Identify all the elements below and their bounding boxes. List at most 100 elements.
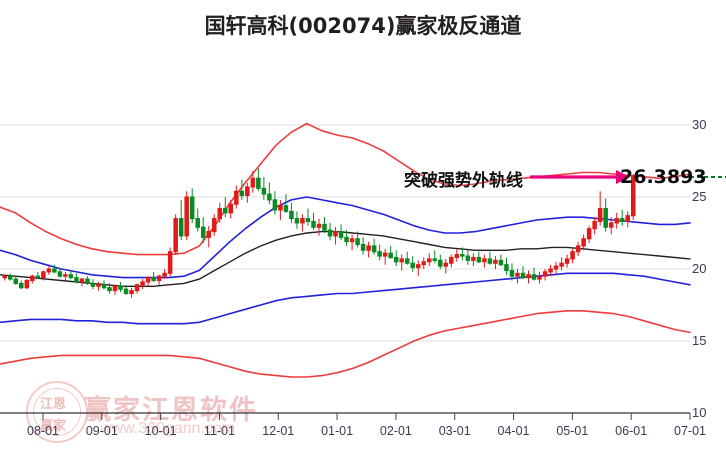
candle-body xyxy=(234,190,239,205)
candle-body xyxy=(245,186,250,197)
watermark-seal: 江恩 赢家 xyxy=(26,381,88,443)
channel-line-4 xyxy=(0,309,691,378)
candle-body xyxy=(85,278,90,284)
candle-body xyxy=(189,196,195,220)
x-axis-tick-label: 09-01 xyxy=(85,424,118,438)
candle-body xyxy=(498,259,504,266)
candle-body xyxy=(438,259,443,267)
candle-body xyxy=(504,264,509,271)
candle-body xyxy=(382,252,388,257)
candle-body xyxy=(107,287,112,292)
candle-body xyxy=(349,238,355,243)
x-axis-tick-label: 01-01 xyxy=(321,424,354,438)
candle-body xyxy=(195,218,200,228)
candle-body xyxy=(140,281,145,286)
candle-body xyxy=(460,254,465,257)
candle-body xyxy=(537,275,542,280)
candle-body xyxy=(123,288,129,295)
candle-body xyxy=(559,262,564,267)
candle-body xyxy=(531,274,537,280)
candle-body xyxy=(19,282,24,289)
candle-body xyxy=(63,274,68,277)
page-title: 国轩高科(002074)赢家极反通道 xyxy=(204,14,522,38)
breakout-annotation-label: 突破强势外轨线 xyxy=(404,171,523,191)
candle-body xyxy=(167,251,173,274)
candle-body xyxy=(217,207,223,220)
candle-body xyxy=(46,268,52,273)
candle-body xyxy=(449,256,454,264)
candle-body xyxy=(608,222,614,228)
candle-body xyxy=(360,243,366,251)
candle-body xyxy=(619,218,625,223)
candle-body xyxy=(316,223,322,228)
watermark-seal-bottom-text: 赢家 xyxy=(40,419,67,434)
candle-body xyxy=(311,220,316,228)
candle-body xyxy=(68,274,74,279)
candle-body xyxy=(482,258,487,263)
candle-body xyxy=(90,282,96,287)
candle-body xyxy=(41,271,46,279)
candle-body xyxy=(112,285,118,292)
candle-body xyxy=(173,218,178,253)
watermark-brand: 赢家江恩软件 xyxy=(84,395,258,426)
candle-body xyxy=(592,220,597,230)
x-axis-tick-label: 07-01 xyxy=(674,424,706,438)
candle-body xyxy=(223,207,228,214)
x-axis-tick-label: 04-01 xyxy=(497,424,530,438)
candle-body xyxy=(305,218,311,223)
candle-body xyxy=(272,199,278,211)
candle-body xyxy=(344,236,349,243)
candle-body xyxy=(575,245,581,253)
x-axis-tick-label: 08-01 xyxy=(27,424,59,438)
candle-body xyxy=(327,229,333,237)
candle-body xyxy=(520,272,526,279)
watermark-seal-inner-ring xyxy=(33,388,81,436)
x-axis-tick-label: 02-01 xyxy=(379,424,412,438)
candle-body xyxy=(13,278,19,284)
candle-body xyxy=(30,275,35,282)
candle-body xyxy=(283,205,289,212)
candle-body xyxy=(267,193,272,201)
y-axis-tick-label: 25 xyxy=(692,189,707,204)
candle-body xyxy=(454,254,460,259)
x-axis-tick-label: 12-01 xyxy=(262,424,295,438)
candle-body xyxy=(211,218,217,233)
candle-body xyxy=(134,284,140,292)
candle-body xyxy=(79,278,85,283)
candle-body xyxy=(35,275,41,279)
current-price-label: 26.3893 xyxy=(620,166,707,188)
candle-body xyxy=(476,256,482,263)
y-axis-tick-label: 15 xyxy=(692,333,707,348)
candle-body xyxy=(471,256,476,261)
candle-body xyxy=(355,238,360,246)
candle-body xyxy=(509,269,515,277)
candle-body xyxy=(603,207,608,228)
candle-body xyxy=(74,277,79,283)
candle-body xyxy=(388,252,393,259)
x-axis-tick-label: 05-01 xyxy=(556,424,589,438)
candle-body xyxy=(614,218,619,224)
candle-body xyxy=(206,231,211,238)
candle-body xyxy=(52,268,57,273)
candle-body xyxy=(101,284,107,289)
candle-body xyxy=(57,271,63,277)
candle-body xyxy=(178,218,184,237)
candle-body xyxy=(553,265,559,270)
candle-body xyxy=(515,272,520,277)
candle-body xyxy=(289,210,294,220)
candle-body xyxy=(151,277,156,282)
watermark-url: www.360gann.com xyxy=(100,420,236,437)
candle-body xyxy=(145,277,151,283)
candle-body xyxy=(443,262,449,267)
candle-body xyxy=(294,218,300,224)
candle-body xyxy=(256,177,261,189)
candle-body xyxy=(200,226,206,238)
candle-body xyxy=(278,205,283,211)
y-axis-tick-label: 30 xyxy=(692,117,707,132)
candle-body xyxy=(162,272,167,277)
candle-body xyxy=(597,207,603,223)
candle-body xyxy=(548,268,553,273)
candle-body xyxy=(24,279,30,289)
